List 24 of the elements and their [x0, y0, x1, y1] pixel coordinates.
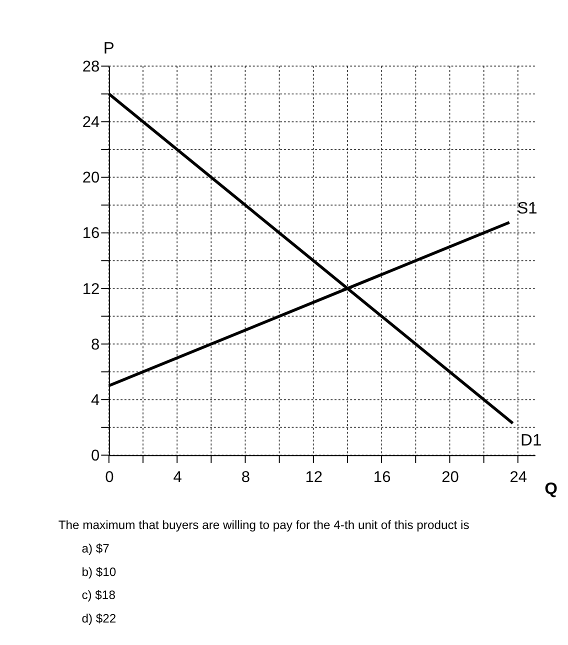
- text: The maximum that buyers are willing to pay for the 4-th unit of this product is: [58, 518, 470, 532]
- y-tick-label: 8: [91, 336, 100, 354]
- x-tick-label: 16: [373, 468, 391, 486]
- series-label: S1: [517, 198, 538, 218]
- y-tick-label: 20: [82, 170, 100, 187]
- x-tick-label: 4: [173, 468, 182, 486]
- y-tick-label: 28: [82, 58, 100, 76]
- x-tick-label: 20: [442, 468, 460, 486]
- y-axis-title: P: [103, 38, 114, 58]
- text: d) $22: [82, 611, 116, 626]
- y-tick-label: 4: [91, 392, 100, 409]
- y-tick-label: 12: [82, 280, 100, 298]
- y-tick-label: 16: [82, 225, 100, 242]
- y-tick-label: 0: [91, 448, 100, 465]
- y-tick-label: 24: [82, 114, 100, 132]
- x-axis-title: Q: [544, 479, 558, 498]
- x-tick-label: 8: [241, 468, 250, 486]
- x-tick-label: 0: [105, 468, 114, 486]
- x-tick-label: 12: [305, 468, 323, 486]
- x-tick-label: 24: [510, 468, 528, 486]
- text: c) $18: [82, 588, 116, 602]
- series-label: D1: [520, 430, 542, 450]
- text: b) $10: [82, 564, 116, 579]
- text: a) $7: [82, 541, 110, 556]
